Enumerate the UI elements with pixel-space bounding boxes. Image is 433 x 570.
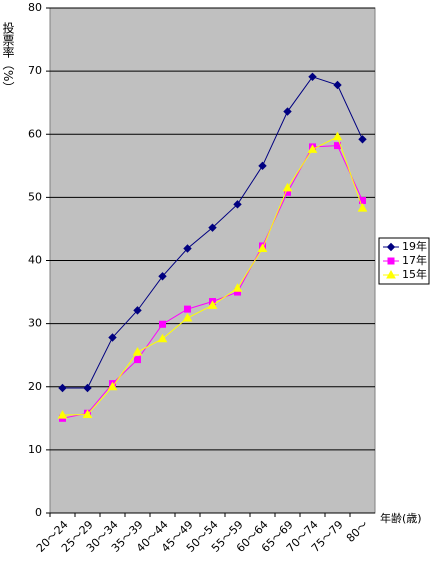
y-tick-label: 70 <box>28 64 42 77</box>
marker <box>357 203 368 212</box>
marker <box>57 410 68 419</box>
marker <box>308 72 317 82</box>
marker <box>134 356 141 364</box>
marker <box>233 200 242 209</box>
marker <box>158 272 167 281</box>
x-axis-label: 年齢(歳) <box>380 511 422 525</box>
marker <box>282 182 293 192</box>
marker <box>107 381 118 391</box>
marker <box>232 283 243 292</box>
marker <box>159 320 166 328</box>
marker <box>386 269 396 279</box>
marker <box>387 257 395 265</box>
marker <box>184 305 191 313</box>
marker <box>207 300 218 309</box>
marker <box>133 306 142 315</box>
y-tick-label: 20 <box>28 380 42 393</box>
marker <box>182 312 193 322</box>
marker <box>83 383 92 393</box>
y-axis-label: 投票率（%） <box>1 21 15 94</box>
marker <box>108 333 117 342</box>
marker <box>132 347 143 356</box>
marker <box>386 242 396 252</box>
marker <box>332 131 343 141</box>
y-tick-label: 80 <box>28 1 42 14</box>
y-tick-label: 30 <box>28 317 42 330</box>
legend-label: 19年 <box>402 239 427 253</box>
y-tick-label: 40 <box>28 254 42 267</box>
y-tick-label: 50 <box>28 190 42 203</box>
y-tick-label: 10 <box>28 443 42 456</box>
marker <box>358 135 367 144</box>
y-tick-label: 0 <box>35 506 42 519</box>
marker <box>183 244 192 253</box>
marker <box>283 107 292 116</box>
x-tick-label: 80～ <box>344 518 371 545</box>
marker <box>208 223 217 232</box>
marker <box>333 80 342 90</box>
marker <box>257 243 268 253</box>
marker <box>307 144 318 153</box>
legend-label: 17年 <box>402 253 427 267</box>
marker <box>258 161 267 171</box>
y-tick-label: 60 <box>28 127 42 140</box>
marker <box>157 333 168 343</box>
legend-label: 15年 <box>402 267 427 281</box>
marker <box>82 409 93 419</box>
marker <box>58 383 67 393</box>
